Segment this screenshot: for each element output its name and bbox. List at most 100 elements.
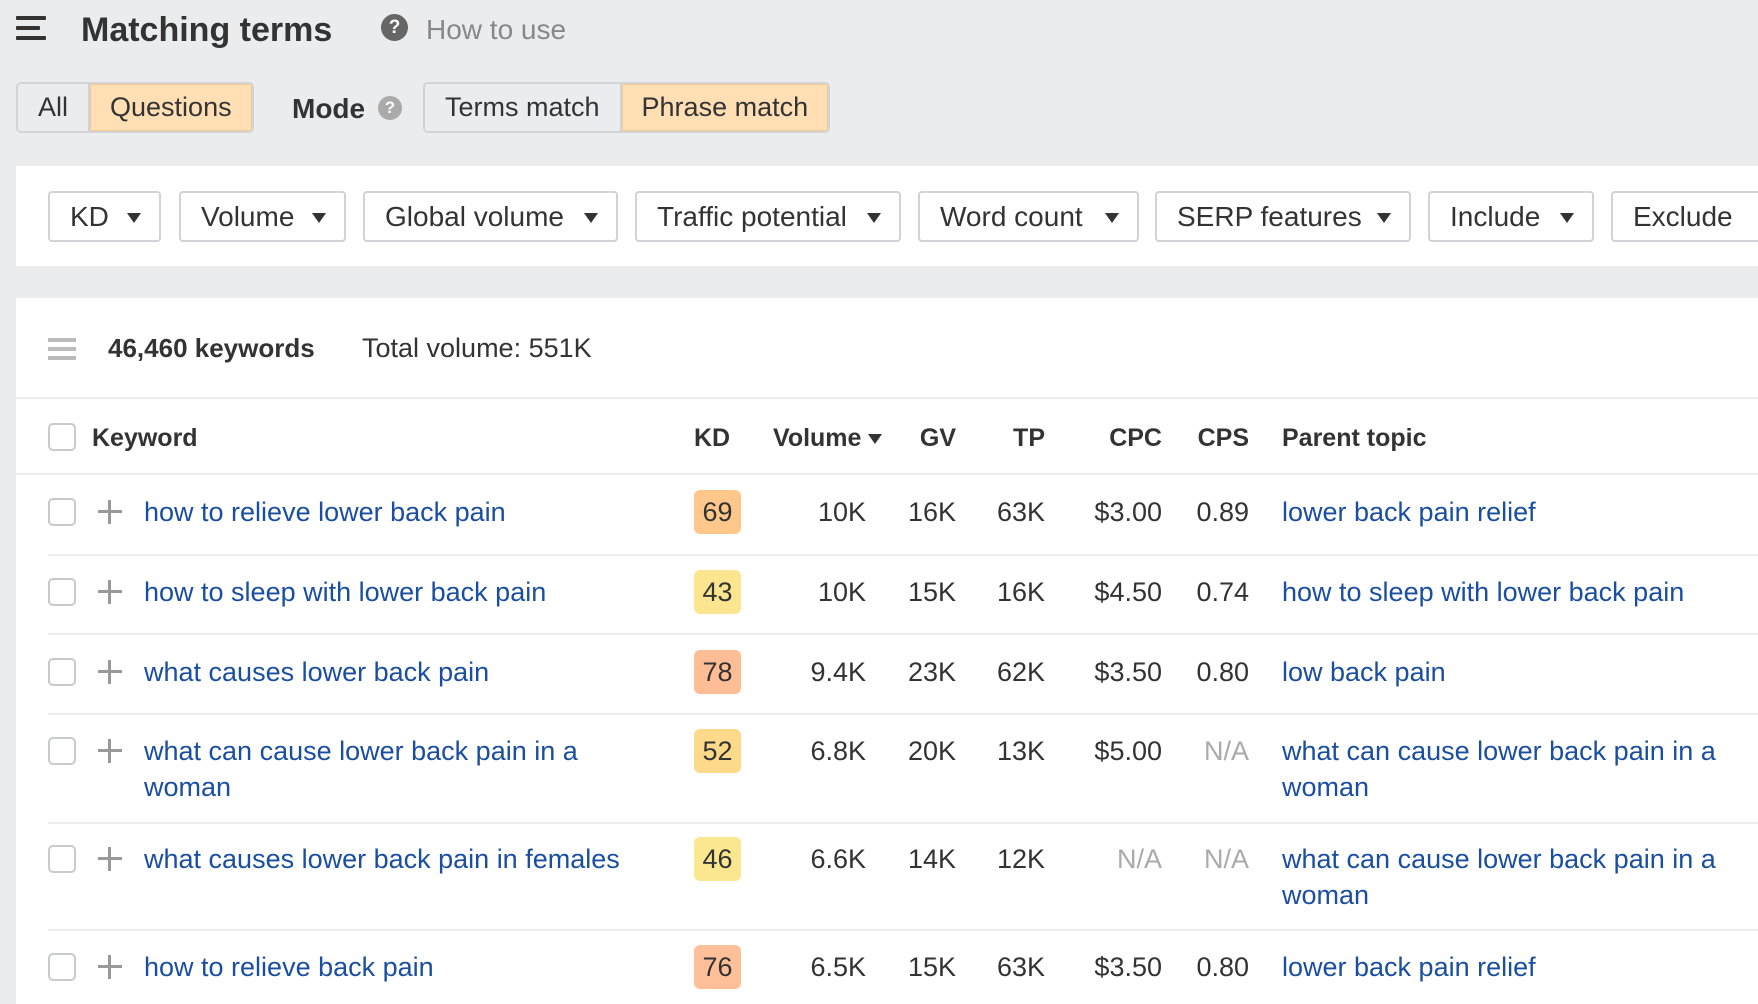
parent-topic-text: what can cause lower back pain in a	[1282, 844, 1716, 874]
filter-label: Include	[1450, 201, 1541, 232]
parent-topic-link[interactable]: low back pain	[1282, 654, 1446, 690]
add-to-list-icon[interactable]	[98, 660, 122, 684]
row-checkbox[interactable]	[48, 658, 76, 686]
add-to-list-icon[interactable]	[98, 847, 122, 871]
parent-topic-text: lower back pain relief	[1282, 952, 1536, 982]
keyword-text: what causes lower back pain in females	[144, 844, 620, 874]
cps-value: N/A	[1203, 844, 1249, 874]
caret-down-icon	[1105, 213, 1119, 223]
columns-menu-icon[interactable]	[48, 338, 76, 360]
column-kd[interactable]: KD	[694, 424, 731, 452]
keyword-text: how to relieve back pain	[144, 952, 434, 982]
column-parent-topic[interactable]: Parent topic	[1282, 424, 1427, 452]
volume-value: 6.8K	[810, 736, 866, 766]
caret-down-icon	[1560, 213, 1574, 223]
kd-badge: 69	[694, 490, 741, 534]
cps-value: 0.80	[1196, 657, 1249, 687]
keyword-link[interactable]: what causes lower back pain	[144, 654, 489, 690]
filter-label: Global volume	[385, 201, 564, 232]
cps-value: 0.89	[1196, 497, 1249, 527]
mode-help-icon[interactable]: ?	[378, 96, 402, 120]
keyword-link[interactable]: what causes lower back pain in females	[144, 841, 620, 877]
volume-value: 6.6K	[810, 844, 866, 874]
row-divider	[48, 822, 1758, 824]
tp-value: 16K	[996, 577, 1045, 607]
cps-value: 0.80	[1196, 952, 1249, 982]
column-tp[interactable]: TP	[1013, 424, 1045, 452]
filter-include[interactable]: Include	[1428, 191, 1594, 242]
caret-down-icon	[312, 213, 326, 223]
row-checkbox[interactable]	[48, 498, 76, 526]
cpc-value: N/A	[1116, 844, 1162, 874]
caret-down-icon	[867, 213, 881, 223]
menu-icon[interactable]	[16, 16, 46, 40]
cpc-value: $4.50	[1094, 577, 1162, 607]
parent-topic-link[interactable]: what can cause lower back pain in a woman	[1282, 733, 1716, 805]
select-all-checkbox[interactable]	[48, 423, 76, 451]
keyword-link[interactable]: what can cause lower back pain in a woman	[144, 733, 578, 805]
mode-terms-match[interactable]: Terms match	[425, 84, 620, 131]
column-cps[interactable]: CPS	[1197, 424, 1249, 452]
tp-value: 63K	[996, 952, 1045, 982]
filter-word-count[interactable]: Word count	[918, 191, 1139, 242]
cpc-value: $3.50	[1094, 657, 1162, 687]
how-to-use-link[interactable]: How to use	[426, 14, 567, 45]
column-keyword[interactable]: Keyword	[92, 424, 198, 452]
parent-topic-text: how to sleep with lower back pain	[1282, 577, 1685, 607]
filter-traffic-potential[interactable]: Traffic potential	[635, 191, 901, 242]
gv-value: 15K	[907, 577, 956, 607]
filter-global-volume[interactable]: Global volume	[363, 191, 618, 242]
filter-exclude[interactable]: Exclude	[1611, 191, 1758, 242]
add-to-list-icon[interactable]	[98, 500, 122, 524]
keyword-link[interactable]: how to sleep with lower back pain	[144, 574, 546, 610]
row-checkbox[interactable]	[48, 578, 76, 606]
add-to-list-icon[interactable]	[98, 955, 122, 979]
keyword-link[interactable]: how to relieve back pain	[144, 949, 434, 985]
keyword-type-toggle: All Questions	[16, 82, 254, 133]
keyword-link[interactable]: how to relieve lower back pain	[144, 494, 506, 530]
add-to-list-icon[interactable]	[98, 580, 122, 604]
tab-all[interactable]: All	[18, 84, 89, 131]
row-checkbox[interactable]	[48, 953, 76, 981]
keyword-text: what causes lower back pain	[144, 657, 490, 687]
gv-value: 20K	[907, 736, 956, 766]
tab-questions[interactable]: Questions	[88, 84, 252, 131]
kd-badge: 78	[694, 650, 741, 694]
keyword-text: how to sleep with lower back pain	[144, 577, 547, 607]
row-checkbox[interactable]	[48, 737, 76, 765]
divider	[16, 473, 1758, 475]
kd-badge: 43	[694, 570, 741, 614]
tp-value: 12K	[996, 844, 1045, 874]
kd-badge: 76	[694, 945, 741, 989]
gv-value: 15K	[907, 952, 956, 982]
filter-bar: KD Volume Global volume Traffic potential Wo…	[16, 166, 1758, 266]
row-divider	[48, 633, 1758, 635]
filter-label: Exclude	[1633, 201, 1733, 232]
volume-value: 10K	[817, 577, 866, 607]
caret-down-icon	[127, 213, 141, 223]
help-icon[interactable]: ?	[381, 14, 408, 41]
row-checkbox[interactable]	[48, 845, 76, 873]
column-cpc[interactable]: CPC	[1109, 424, 1162, 452]
filter-volume[interactable]: Volume	[179, 191, 346, 242]
filter-serp-features[interactable]: SERP features	[1155, 191, 1411, 242]
mode-label: Mode	[292, 93, 366, 124]
parent-topic-text: lower back pain relief	[1282, 497, 1536, 527]
cpc-value: $5.00	[1094, 736, 1162, 766]
column-gv[interactable]: GV	[919, 424, 956, 452]
add-to-list-icon[interactable]	[98, 739, 122, 763]
parent-topic-link[interactable]: what can cause lower back pain in a woman	[1282, 841, 1716, 913]
parent-topic-link[interactable]: lower back pain relief	[1282, 949, 1536, 985]
filter-label: SERP features	[1177, 201, 1362, 232]
cps-value: 0.74	[1196, 577, 1249, 607]
gv-value: 23K	[907, 657, 956, 687]
filter-kd[interactable]: KD	[48, 191, 161, 242]
results-panel	[16, 298, 1758, 1004]
filter-label: Volume	[201, 201, 295, 232]
parent-topic-link[interactable]: lower back pain relief	[1282, 494, 1536, 530]
mode-phrase-match[interactable]: Phrase match	[619, 84, 829, 131]
column-volume[interactable]: Volume	[773, 424, 883, 452]
row-divider	[48, 554, 1758, 556]
parent-topic-link[interactable]: how to sleep with lower back pain	[1282, 574, 1684, 610]
cps-value: N/A	[1203, 736, 1249, 766]
